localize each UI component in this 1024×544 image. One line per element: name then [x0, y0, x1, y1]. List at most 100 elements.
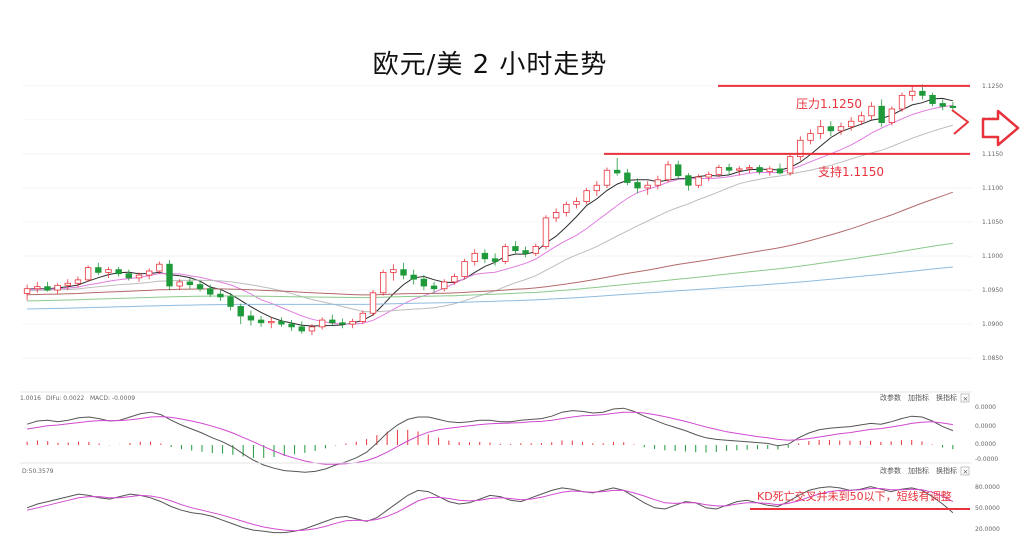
moving-average-lines — [27, 97, 954, 327]
price-tick-label: 1.1150 — [982, 151, 1003, 158]
macd-header-value: 1.0016 — [20, 395, 41, 402]
support-resistance-lines: 压力1.1250 支持1.1150 — [604, 84, 970, 179]
candle — [776, 163, 784, 175]
macd-close-button[interactable] — [960, 393, 970, 403]
candle — [461, 258, 468, 280]
candle — [664, 160, 672, 183]
candle — [451, 273, 458, 285]
candle — [929, 92, 936, 107]
candle — [685, 172, 692, 191]
candle — [613, 158, 621, 176]
kd-add-indicator-button[interactable]: 加指标 — [908, 466, 929, 475]
candle — [919, 84, 926, 100]
candle — [359, 310, 367, 325]
macd-axis: 0.0000 0.0000 0.0000 -0.0000 — [975, 404, 998, 463]
macd-panel: 1.0016 DIFu: 0.0022 MACD: -0.0009 改参数 加指… — [20, 391, 998, 473]
candle — [318, 317, 326, 330]
candle — [145, 268, 153, 280]
candle — [837, 122, 845, 135]
candle — [898, 92, 906, 112]
candle — [115, 266, 122, 277]
candle — [847, 117, 855, 131]
candle — [247, 310, 255, 326]
candle — [512, 241, 519, 254]
macd-header-dif: DIFu: 0.0022 — [46, 395, 84, 402]
price-grid — [22, 85, 972, 359]
candle — [888, 106, 896, 126]
kd-close-button[interactable] — [960, 466, 970, 476]
ma-line — [27, 124, 954, 313]
candle — [634, 178, 641, 194]
candle — [44, 281, 51, 292]
candle — [400, 262, 407, 280]
kd-header-value: D:50.3579 — [22, 468, 54, 475]
macd-close-icon: × — [963, 395, 969, 403]
candle — [288, 320, 295, 331]
macd-add-indicator-button[interactable]: 加指标 — [908, 393, 929, 402]
candle — [84, 265, 92, 282]
candle — [481, 249, 489, 263]
price-tick-label: 1.1100 — [982, 185, 1003, 192]
candle — [746, 164, 753, 173]
right-arrow-icon — [951, 109, 1020, 147]
candle — [227, 292, 234, 311]
price-tick-label: 1.0850 — [982, 355, 1003, 362]
kd-lines — [26, 486, 954, 534]
candle — [339, 318, 346, 329]
macd-lines — [26, 407, 954, 473]
candle — [298, 321, 305, 334]
candle — [166, 260, 173, 291]
candle — [624, 168, 631, 186]
candle — [217, 290, 224, 301]
candles — [23, 84, 957, 336]
kd-close-icon: × — [963, 468, 969, 476]
macd-switch-indicator-button[interactable]: 换指标 — [936, 393, 957, 402]
kd-edit-params-button[interactable]: 改参数 — [880, 466, 901, 475]
candle — [858, 111, 865, 126]
candle — [278, 317, 285, 327]
candle — [786, 153, 794, 176]
ma-line — [27, 97, 954, 327]
candle — [756, 164, 763, 175]
candle — [54, 283, 61, 295]
candle — [207, 284, 214, 297]
kd-tick-label: 20.0000 — [975, 526, 1000, 533]
candle — [817, 119, 824, 139]
kd-k-line — [26, 486, 954, 534]
candle — [797, 136, 804, 161]
candle — [603, 167, 611, 188]
candle — [105, 266, 112, 278]
resistance-label: 压力1.1250 — [796, 97, 862, 111]
candle — [725, 163, 733, 175]
price-tick-label: 1.1250 — [982, 83, 1003, 90]
candle — [736, 166, 743, 176]
candle — [34, 281, 41, 293]
candle — [308, 324, 316, 336]
price-tick-label: 1.1000 — [982, 253, 1003, 260]
candle — [522, 246, 529, 258]
macd-dif-line — [26, 407, 954, 473]
ma-line — [27, 104, 953, 325]
candle — [95, 262, 102, 276]
kd-switch-indicator-button[interactable]: 换指标 — [936, 466, 957, 475]
candle — [868, 102, 875, 120]
candle — [532, 243, 539, 257]
candle — [644, 181, 651, 195]
price-tick-label: 1.1050 — [982, 219, 1003, 226]
candle — [573, 197, 580, 209]
candle — [329, 314, 336, 326]
candle — [583, 187, 590, 205]
candle — [420, 275, 428, 291]
candle — [675, 160, 682, 180]
candle — [654, 175, 662, 190]
candle — [410, 269, 417, 285]
kd-annotation: KD死亡交叉并未到50以下，短线有调整 — [757, 489, 952, 503]
macd-edit-params-button[interactable]: 改参数 — [880, 393, 901, 402]
chart-title: 欧元/美 2 小时走势 — [372, 50, 608, 80]
candle — [23, 284, 31, 301]
kd-tick-label: 80.0000 — [975, 484, 1000, 491]
candle — [563, 201, 570, 217]
candle — [827, 121, 835, 137]
candle — [441, 279, 448, 292]
